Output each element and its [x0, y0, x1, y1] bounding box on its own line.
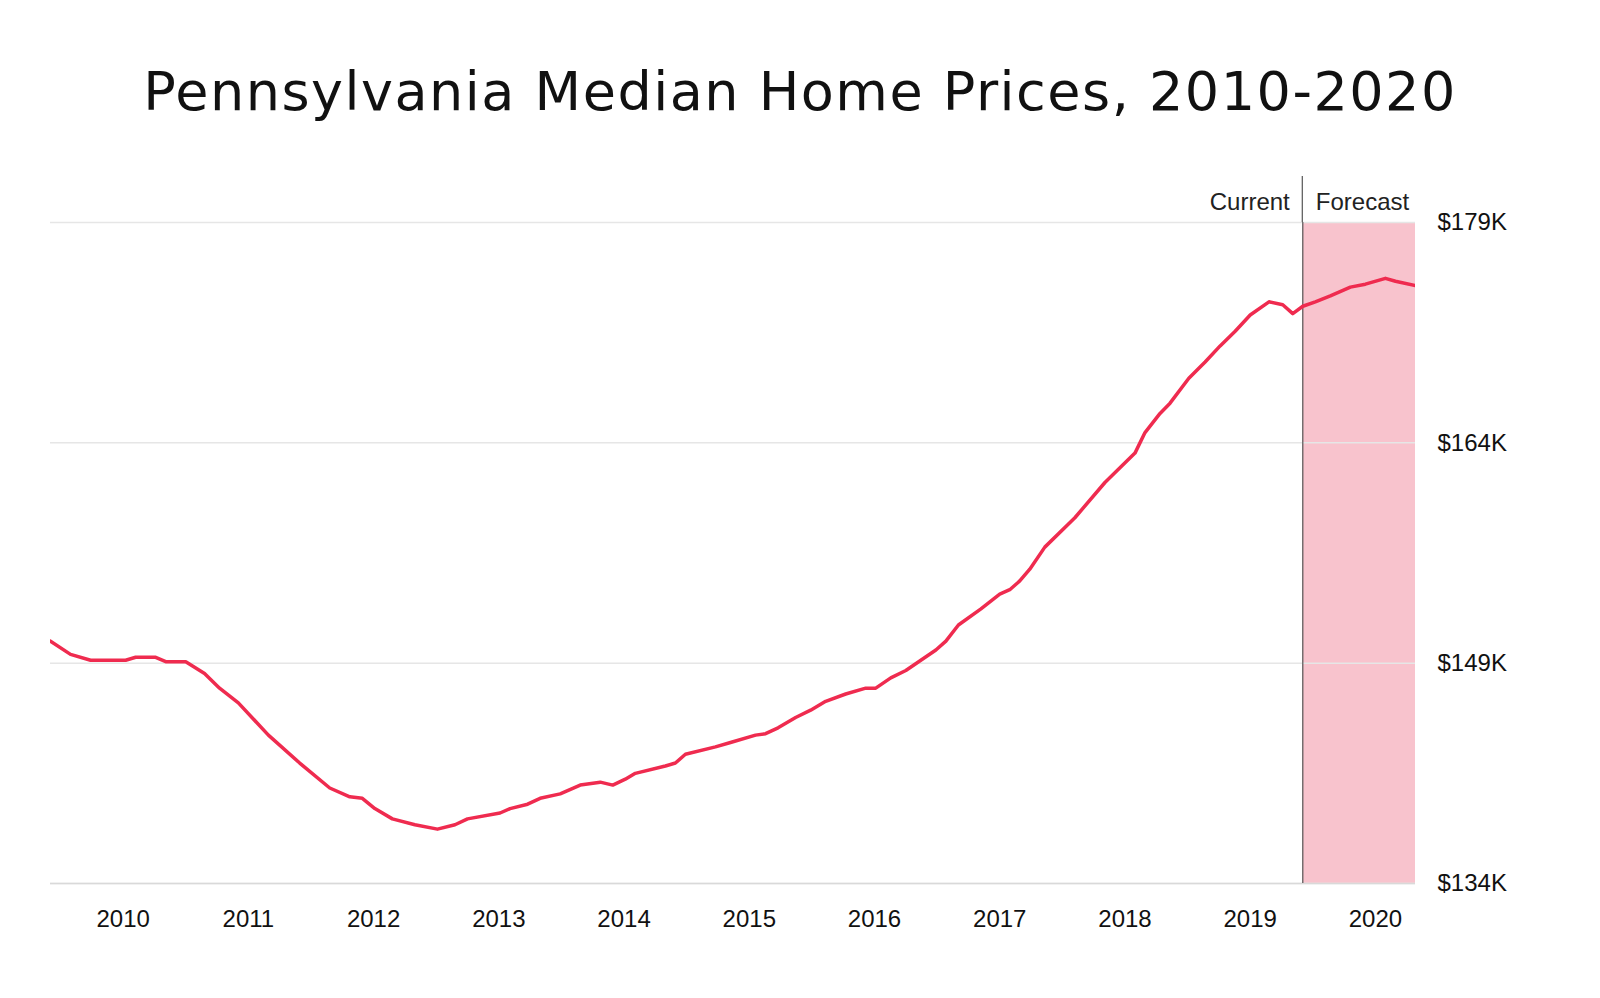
html-text:Pennsylvania Median Home Price: Pennsylvania Median Home Prices, 2010-20… — [143, 60, 1457, 123]
svg-text:2011: 2011 — [223, 905, 275, 932]
svg-text:2020: 2020 — [1349, 905, 1402, 932]
svg-text:Current: Current — [1210, 188, 1290, 215]
svg-text:2014: 2014 — [597, 905, 650, 932]
svg-text:2018: 2018 — [1098, 905, 1151, 932]
svg-text:2017: 2017 — [973, 905, 1026, 932]
svg-text:$149K: $149K — [1438, 649, 1507, 676]
svg-text:2012: 2012 — [347, 905, 400, 932]
svg-text:Forecast: Forecast — [1316, 188, 1410, 215]
svg-text:$179K: $179K — [1438, 208, 1507, 235]
svg-text:$164K: $164K — [1438, 429, 1507, 456]
svg-text:2019: 2019 — [1224, 905, 1277, 932]
svg-text:$134K: $134K — [1438, 869, 1507, 896]
svg-text:2010: 2010 — [96, 905, 149, 932]
svg-text:2013: 2013 — [472, 905, 525, 932]
svg-text:2015: 2015 — [723, 905, 776, 932]
svg-text:2016: 2016 — [848, 905, 901, 932]
